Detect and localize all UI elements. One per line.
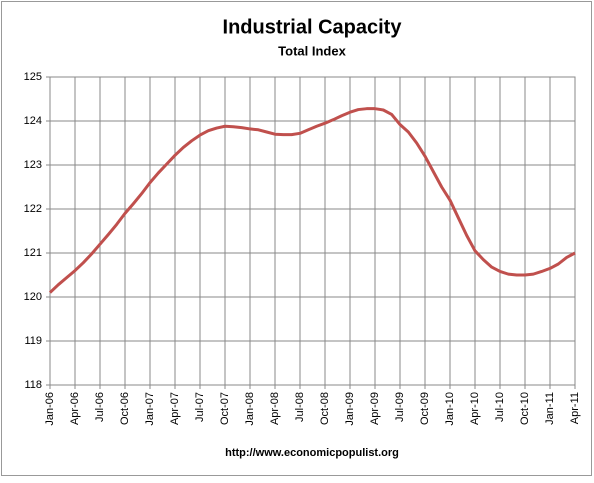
- y-tick-label: 119: [24, 335, 42, 347]
- line-series: [48, 107, 576, 294]
- x-tick-label: Oct-09: [419, 392, 431, 425]
- y-tick-label: 121: [24, 247, 42, 259]
- x-tick-label: Oct-06: [119, 392, 131, 425]
- x-tick-label: Apr-07: [169, 392, 181, 425]
- x-tick-label: Apr-06: [69, 392, 81, 425]
- chart-subtitle: Total Index: [278, 43, 346, 58]
- x-tick-label: Apr-11: [569, 392, 581, 424]
- x-tick-label: Jan-08: [244, 392, 256, 426]
- x-tick-label: Jan-07: [144, 392, 156, 426]
- x-tick-label: Jan-10: [444, 392, 456, 426]
- x-tick-label: Oct-08: [319, 392, 331, 425]
- x-tick-label: Jan-11: [544, 392, 556, 425]
- x-tick-label: Jul-10: [494, 392, 506, 422]
- y-tick-label: 124: [24, 115, 42, 127]
- chart-title: Industrial Capacity: [223, 16, 403, 38]
- x-tick-label: Apr-09: [369, 392, 381, 425]
- x-tick-label: Apr-08: [269, 392, 281, 425]
- x-tick-label: Oct-10: [519, 392, 531, 425]
- x-tick-label: Apr-10: [469, 392, 481, 425]
- y-tick-label: 120: [24, 291, 42, 303]
- plot-area: [49, 76, 576, 386]
- footer: http://www.economicpopulist.org: [225, 447, 399, 459]
- x-tick-label: Jan-09: [344, 392, 356, 426]
- y-tick-label: 118: [24, 379, 42, 391]
- x-tick-label: Oct-07: [219, 392, 231, 425]
- x-tick-label: Jul-07: [194, 392, 206, 422]
- y-tick-label: 125: [24, 71, 42, 83]
- x-tick-label: Jul-08: [294, 392, 306, 422]
- x-tick-label: Jul-09: [394, 392, 406, 422]
- x-tick-label: Jul-06: [94, 392, 106, 422]
- y-tick-label: 122: [24, 203, 42, 215]
- x-tick-label: Jan-06: [44, 392, 56, 426]
- y-tick-label: 123: [24, 159, 42, 171]
